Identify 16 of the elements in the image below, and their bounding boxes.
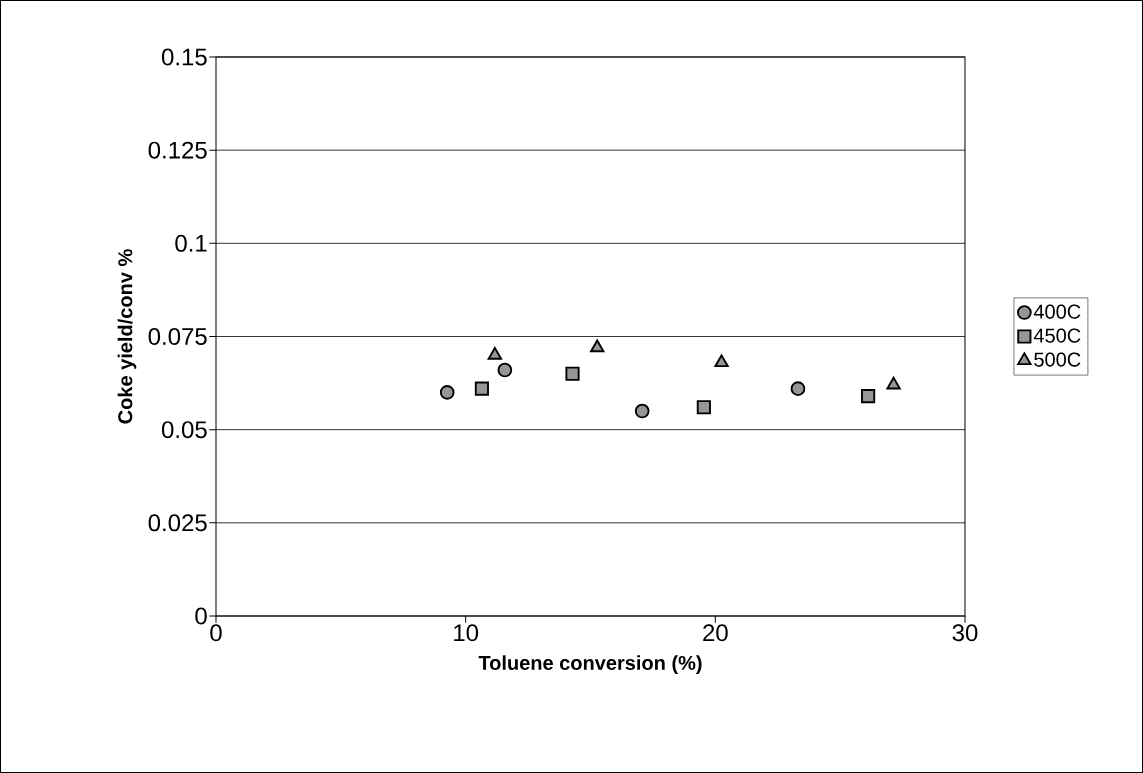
legend-label: 500C bbox=[1034, 352, 1081, 367]
y-tick-label: 0.1 bbox=[175, 234, 207, 252]
y-tick-label: 0.15 bbox=[161, 48, 207, 66]
x-tick-label: 30 bbox=[952, 624, 978, 642]
y-axis-title: Coke yield/conv % bbox=[117, 249, 137, 424]
x-axis-title: Toluene conversion (%) bbox=[478, 655, 702, 674]
x-tick-label: 20 bbox=[703, 624, 728, 642]
y-tick-label: 0.075 bbox=[148, 327, 207, 345]
x-tick-label: 10 bbox=[454, 624, 479, 642]
legend-label: 450C bbox=[1033, 328, 1081, 343]
y-tick-label: 0.025 bbox=[148, 514, 207, 532]
y-tick-label: 0.125 bbox=[148, 141, 207, 159]
x-tick-label: 0 bbox=[210, 624, 222, 642]
legend-label: 400C bbox=[1033, 304, 1081, 319]
y-tick-label: 0.05 bbox=[161, 421, 207, 439]
y-tick-label: 0 bbox=[195, 607, 207, 625]
